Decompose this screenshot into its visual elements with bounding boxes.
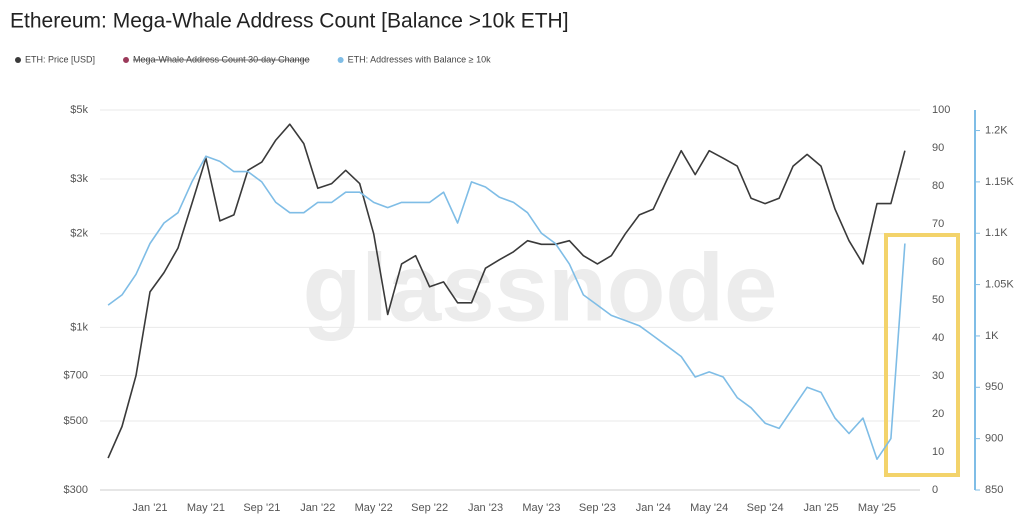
highlight-box — [884, 233, 960, 477]
y2-tick-label: 60 — [932, 256, 944, 268]
y3-tick-label: 850 — [985, 484, 1003, 496]
x-tick-label: Jan '22 — [300, 502, 335, 514]
series-line — [107, 123, 906, 459]
y2-tick-label: 70 — [932, 218, 944, 230]
series-line — [107, 155, 906, 460]
chart-title: Ethereum: Mega-Whale Address Count [Bala… — [10, 10, 569, 33]
y2-tick-label: 0 — [932, 484, 938, 496]
y3-tick-label: 1.2K — [985, 124, 1008, 136]
x-tick-label: May '21 — [187, 502, 225, 514]
legend-marker — [15, 57, 21, 63]
x-tick-label: May '25 — [858, 502, 896, 514]
y2-tick-label: 10 — [932, 446, 944, 458]
x-tick-label: Jan '24 — [636, 502, 671, 514]
y3-tick-label: 900 — [985, 433, 1003, 445]
x-tick-label: Sep '24 — [747, 502, 784, 514]
y2-tick-label: 30 — [932, 370, 944, 382]
y3-tick-label: 1.1K — [985, 227, 1008, 239]
y-tick-label: $3k — [70, 173, 88, 185]
y3-tick-label: 950 — [985, 381, 1003, 393]
legend-label: ETH: Price [USD] — [25, 54, 95, 64]
watermark: glassnode — [303, 234, 778, 341]
y3-tick-label: 1.15K — [985, 176, 1014, 188]
legend-marker — [123, 57, 130, 63]
y2-tick-label: 80 — [932, 180, 944, 192]
x-tick-label: Jan '21 — [132, 502, 167, 514]
y2-tick-label: 90 — [932, 142, 944, 154]
y-tick-label: $1k — [70, 321, 88, 333]
y-tick-label: $5k — [70, 104, 88, 116]
y-tick-label: $2k — [70, 228, 88, 240]
legend-label: Mega-Whale Address Count 30-day Change — [133, 54, 310, 64]
legend-marker — [337, 57, 344, 63]
x-tick-label: Jan '23 — [468, 502, 503, 514]
x-tick-label: May '24 — [690, 502, 728, 514]
x-tick-label: Sep '22 — [411, 502, 448, 514]
y2-tick-label: 50 — [932, 294, 944, 306]
y2-tick-label: 40 — [932, 332, 944, 344]
y2-tick-label: 20 — [932, 408, 944, 420]
y3-tick-label: 1K — [985, 330, 999, 342]
x-tick-label: May '23 — [522, 502, 560, 514]
x-tick-label: May '22 — [355, 502, 393, 514]
legend-label: ETH: Addresses with Balance ≥ 10k — [348, 54, 492, 64]
x-tick-label: Sep '23 — [579, 502, 616, 514]
y-tick-label: $700 — [64, 369, 88, 381]
y2-tick-label: 100 — [932, 104, 950, 116]
x-tick-label: Sep '21 — [243, 502, 280, 514]
y-tick-label: $300 — [64, 484, 88, 496]
y3-tick-label: 1.05K — [985, 279, 1014, 291]
y-tick-label: $500 — [64, 415, 88, 427]
x-tick-label: Jan '25 — [803, 502, 838, 514]
